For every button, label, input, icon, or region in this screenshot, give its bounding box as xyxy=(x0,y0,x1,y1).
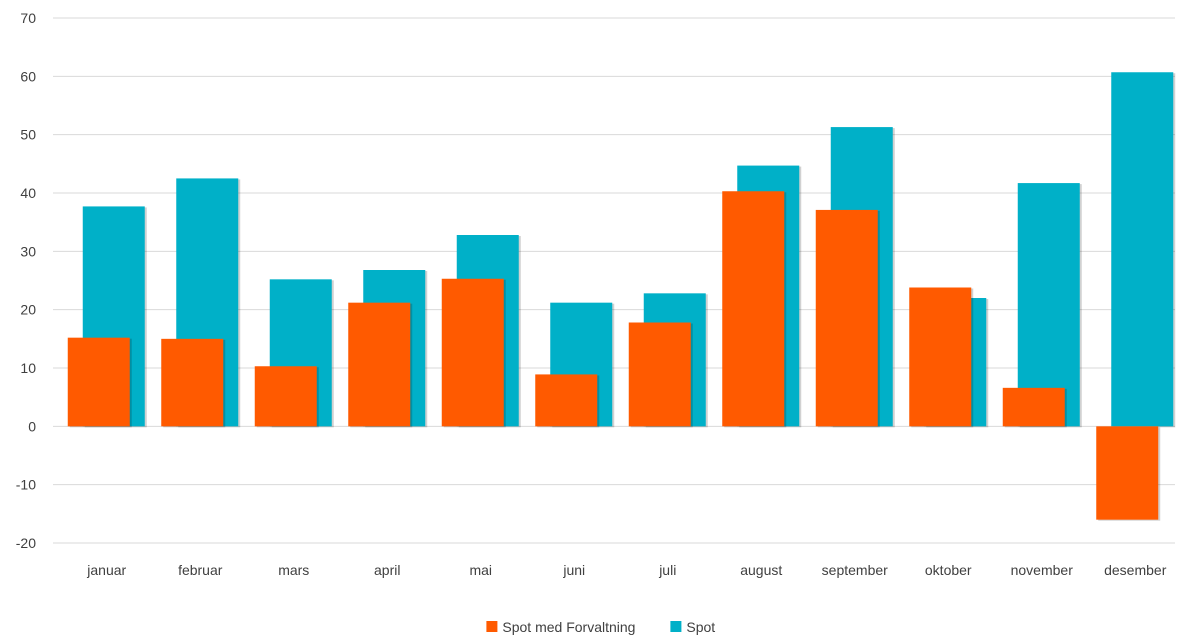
bar-spot-med-forvaltning-rect xyxy=(1096,426,1159,520)
x-axis-tick-labels: januar februar mars april mai juni juli august s… xyxy=(86,562,1166,578)
x-tick-label: januar xyxy=(86,562,126,578)
legend-swatch xyxy=(486,621,498,632)
bar-spot xyxy=(1111,72,1176,428)
y-tick-label: 0 xyxy=(28,418,36,434)
x-tick-label: februar xyxy=(178,562,223,578)
x-tick-label: desember xyxy=(1104,562,1167,578)
x-tick-label: september xyxy=(822,562,888,578)
legend-item: Spot med Forvaltning xyxy=(486,619,635,635)
bar-spot-med-forvaltning-rect xyxy=(722,191,785,427)
x-tick-label: november xyxy=(1011,562,1074,578)
y-tick-label: -10 xyxy=(16,477,36,493)
bars xyxy=(67,72,1176,521)
bar-spot-med-forvaltning-rect xyxy=(348,302,411,427)
x-tick-label: mai xyxy=(469,562,492,578)
x-tick-label: august xyxy=(740,562,782,578)
x-tick-label: oktober xyxy=(925,562,972,578)
bar-spot-rect xyxy=(1017,183,1080,427)
gridlines xyxy=(53,17,1175,544)
y-tick-label: 10 xyxy=(20,360,36,376)
y-tick-label: 30 xyxy=(20,243,36,259)
bar-spot-med-forvaltning xyxy=(441,278,506,428)
bar-spot-med-forvaltning xyxy=(67,337,132,428)
bar-spot-med-forvaltning-rect xyxy=(161,338,224,427)
bar-spot-med-forvaltning xyxy=(161,338,226,428)
bar-spot-med-forvaltning-rect xyxy=(254,366,317,427)
bar-spot-med-forvaltning-rect xyxy=(441,278,504,427)
bar-spot-med-forvaltning-rect xyxy=(909,287,972,427)
bar-spot-med-forvaltning xyxy=(254,366,319,428)
bar-spot xyxy=(1017,183,1082,428)
x-tick-label: juli xyxy=(658,562,676,578)
bar-spot-med-forvaltning-rect xyxy=(628,322,691,427)
bar-spot-med-forvaltning xyxy=(909,287,974,428)
legend-swatch xyxy=(670,621,682,632)
bar-spot-med-forvaltning-rect xyxy=(67,337,130,427)
y-tick-label: -20 xyxy=(16,535,36,551)
legend-item: Spot xyxy=(670,619,715,635)
bar-spot-rect xyxy=(1111,72,1174,427)
y-tick-label: 70 xyxy=(20,10,36,26)
bar-spot-med-forvaltning-rect xyxy=(1002,387,1065,427)
y-axis-tick-labels: 70 60 50 40 30 20 10 0 -10 -20 xyxy=(16,10,36,551)
bar-spot-med-forvaltning xyxy=(815,209,880,428)
bar-spot-med-forvaltning xyxy=(1096,426,1161,521)
bar-spot-med-forvaltning xyxy=(722,191,787,428)
bar-spot-med-forvaltning xyxy=(1002,387,1067,428)
bar-spot-med-forvaltning xyxy=(535,374,600,428)
bar-spot-med-forvaltning xyxy=(348,302,413,428)
x-tick-label: april xyxy=(374,562,400,578)
legend: Spot med Forvaltning Spot xyxy=(486,619,715,635)
bar-spot-med-forvaltning-rect xyxy=(535,374,598,427)
legend-label: Spot xyxy=(686,619,715,635)
legend-label: Spot med Forvaltning xyxy=(502,619,635,635)
y-tick-label: 20 xyxy=(20,302,36,318)
y-tick-label: 50 xyxy=(20,127,36,143)
x-tick-label: mars xyxy=(278,562,309,578)
bar-spot-med-forvaltning xyxy=(628,322,693,428)
x-tick-label: juni xyxy=(562,562,585,578)
y-tick-label: 40 xyxy=(20,185,36,201)
bar-spot-med-forvaltning-rect xyxy=(815,209,878,427)
y-tick-label: 60 xyxy=(20,68,36,84)
